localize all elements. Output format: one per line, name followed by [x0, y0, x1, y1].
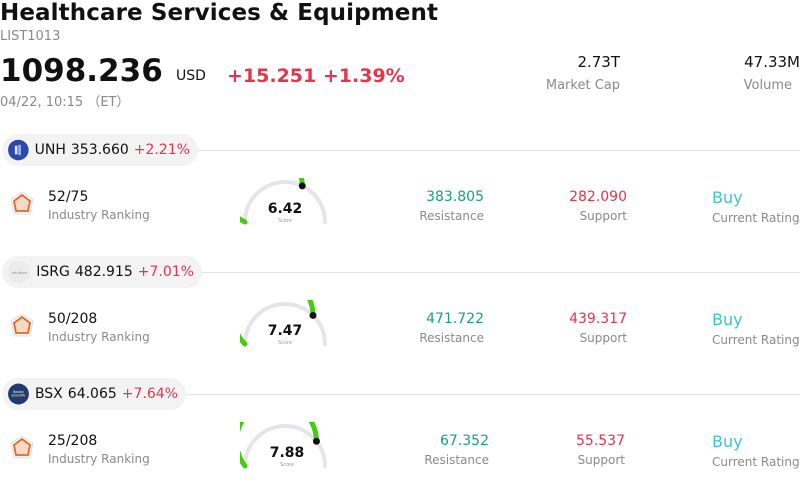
support-value: 55.537 — [576, 433, 625, 449]
stock-pill-isrg[interactable]: intuitive ISRG 482.915 +7.01% — [2, 256, 202, 288]
ranking-pentagon-icon — [8, 190, 36, 218]
ranking-pentagon-icon — [8, 434, 36, 462]
current-rating-value[interactable]: Buy — [712, 432, 743, 451]
stock-pill-bsx[interactable]: Boston Scientific BSX 64.065 +7.64% — [2, 378, 186, 410]
score-gauge — [240, 422, 327, 469]
support-label: Support — [579, 331, 627, 345]
ranking-pentagon-icon — [8, 312, 36, 340]
list-code: LIST1013 — [0, 29, 61, 44]
section-divider — [196, 150, 800, 151]
score-label: Score — [279, 462, 294, 468]
volume-value: 47.33M — [744, 53, 800, 71]
resistance-label: Resistance — [419, 331, 484, 345]
volume-label: Volume — [743, 78, 792, 93]
industry-ranking-value: 25/208 — [48, 433, 98, 449]
support-label: Support — [577, 453, 625, 467]
stock-change: +7.64% — [121, 386, 178, 402]
support-value: 439.317 — [569, 311, 627, 327]
svg-text:Scientific: Scientific — [12, 394, 26, 398]
stock-price: 482.915 — [74, 264, 133, 280]
current-rating-label: Current Rating — [712, 211, 800, 225]
stock-ticker: UNH — [34, 142, 66, 158]
resistance-label: Resistance — [424, 453, 489, 467]
support-label: Support — [579, 209, 627, 223]
support-value: 282.090 — [569, 189, 627, 205]
unh-logo-icon — [8, 138, 29, 162]
stock-change: +7.01% — [137, 264, 194, 280]
index-price: 1098.236 — [0, 53, 163, 89]
resistance-value: 471.722 — [426, 311, 484, 327]
stock-change: +2.21% — [133, 142, 190, 158]
score-value: 7.88 — [269, 445, 305, 461]
bsx-logo-icon: Boston Scientific — [8, 382, 29, 406]
score-value: 6.42 — [267, 201, 303, 217]
timestamp: 04/22, 10:15 （ET） — [0, 95, 130, 110]
current-rating-value[interactable]: Buy — [712, 310, 743, 329]
industry-ranking-value: 52/75 — [48, 189, 89, 205]
score-gauge — [240, 178, 327, 225]
page-title: Healthcare Services & Equipment — [0, 0, 439, 26]
stock-ticker: BSX — [34, 386, 63, 402]
currency-label: USD — [176, 68, 206, 84]
current-rating-label: Current Rating — [712, 333, 800, 347]
stock-pill-unh[interactable]: UNH 353.660 +2.21% — [2, 134, 198, 166]
svg-text:Boston: Boston — [13, 390, 24, 394]
stock-ticker: ISRG — [36, 264, 70, 280]
market-cap-label: Market Cap — [545, 78, 620, 93]
stock-price: 64.065 — [67, 386, 117, 402]
stock-price: 353.660 — [70, 142, 129, 158]
industry-ranking-label: Industry Ranking — [48, 452, 150, 466]
section-divider — [184, 394, 800, 395]
score-value: 7.47 — [267, 323, 303, 339]
isrg-logo-icon: intuitive — [8, 260, 31, 284]
change-value: +15.251 — [227, 65, 317, 87]
section-divider — [200, 272, 800, 273]
industry-ranking-label: Industry Ranking — [48, 208, 150, 222]
price-change: +15.251 +1.39% — [227, 65, 405, 87]
current-rating-value[interactable]: Buy — [712, 188, 743, 207]
industry-ranking-label: Industry Ranking — [48, 330, 150, 344]
score-label: Score — [277, 218, 292, 224]
score-gauge — [240, 300, 327, 347]
market-cap-value: 2.73T — [577, 53, 620, 71]
change-percent: +1.39% — [322, 65, 405, 87]
current-rating-label: Current Rating — [712, 455, 800, 469]
resistance-value: 383.805 — [426, 189, 484, 205]
resistance-label: Resistance — [419, 209, 484, 223]
industry-ranking-value: 50/208 — [48, 311, 98, 327]
score-label: Score — [277, 340, 292, 346]
svg-text:intuitive: intuitive — [12, 271, 28, 275]
resistance-value: 67.352 — [440, 433, 489, 449]
